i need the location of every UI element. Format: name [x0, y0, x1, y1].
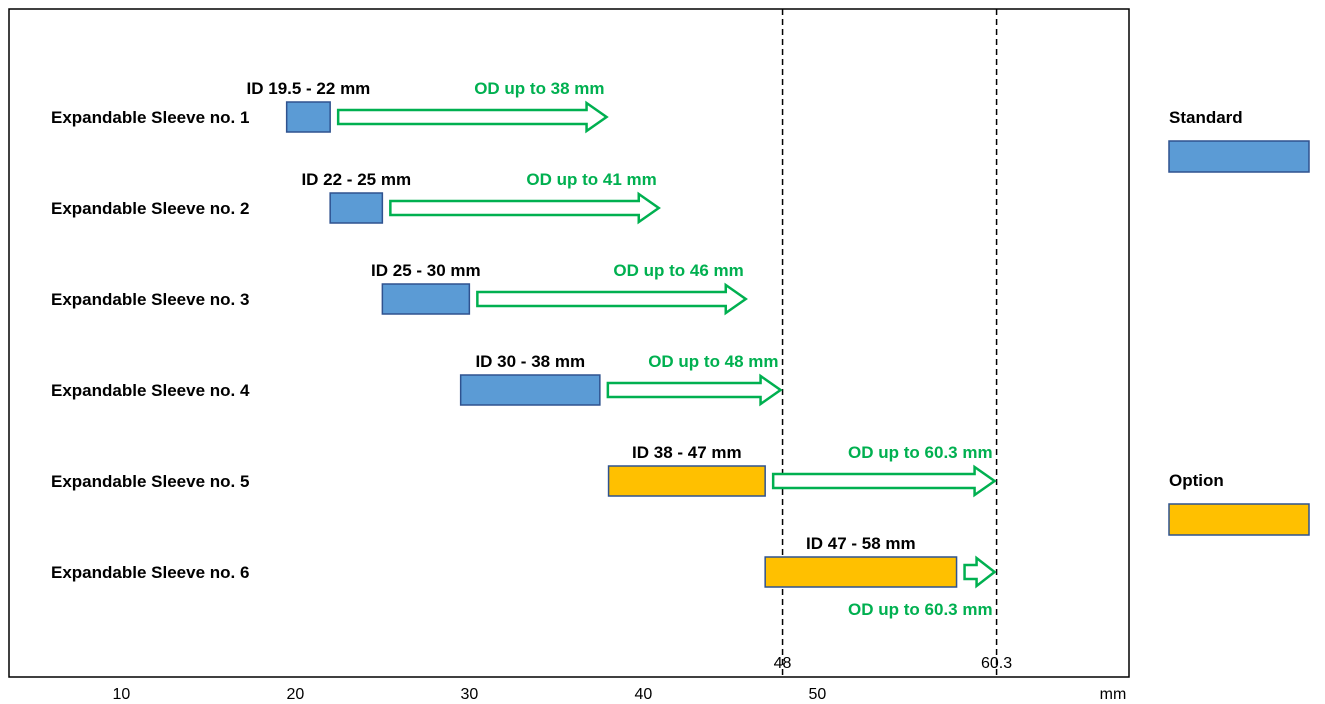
- x-tick-label: 20: [286, 686, 304, 703]
- id-range-bar: [764, 556, 958, 588]
- sleeve-row: Expandable Sleeve no. 6 ID 47 - 58 mm OD u…: [51, 534, 997, 619]
- od-arrow: [476, 282, 748, 316]
- od-arrow: [771, 464, 997, 498]
- sleeve-row: Expandable Sleeve no. 5 ID 38 - 47 mm OD u…: [51, 443, 997, 498]
- id-range-label: ID 22 - 25 mm: [301, 170, 411, 189]
- x-tick-label: 40: [634, 686, 652, 703]
- sleeve-row-label: Expandable Sleeve no. 5: [51, 472, 249, 491]
- reference-line-label: 48: [774, 655, 792, 672]
- id-range-bar: [329, 192, 384, 224]
- od-label: OD up to 60.3 mm: [848, 600, 993, 619]
- sleeve-row-label: Expandable Sleeve no. 1: [51, 108, 249, 127]
- id-range-label: ID 19.5 - 22 mm: [247, 79, 371, 98]
- od-label: OD up to 38 mm: [474, 79, 604, 98]
- id-range-label: ID 38 - 47 mm: [632, 443, 742, 462]
- sleeve-row-label: Expandable Sleeve no. 6: [51, 563, 249, 582]
- od-label: OD up to 41 mm: [526, 170, 656, 189]
- x-axis-ticks: 10 20 30 40 50: [112, 686, 826, 703]
- od-arrow: [963, 555, 997, 589]
- legend-item: Standard: [1168, 108, 1310, 173]
- sleeve-row: Expandable Sleeve no. 1 ID 19.5 - 22 mm OD…: [51, 79, 609, 134]
- id-range-label: ID 30 - 38 mm: [475, 352, 585, 371]
- legend-swatch: [1168, 140, 1310, 173]
- od-arrow: [336, 100, 609, 134]
- od-arrow: [389, 191, 661, 225]
- id-range-bar: [381, 283, 471, 315]
- legend: Standard Option: [1168, 108, 1310, 536]
- sleeve-row: Expandable Sleeve no. 3 ID 25 - 30 mm OD u…: [51, 261, 748, 316]
- x-axis-title: mm: [1100, 686, 1127, 703]
- x-tick-label: 50: [808, 686, 826, 703]
- legend-label: Standard: [1169, 108, 1243, 127]
- id-range-bar: [607, 465, 766, 497]
- od-label: OD up to 48 mm: [648, 352, 778, 371]
- x-tick-label: 30: [460, 686, 478, 703]
- od-label: OD up to 60.3 mm: [848, 443, 993, 462]
- id-range-bar: [285, 101, 331, 133]
- reference-lines: 48 60.3: [774, 9, 1012, 677]
- od-arrow: [606, 373, 783, 407]
- legend-swatch: [1168, 503, 1310, 536]
- id-range-bar: [459, 374, 601, 406]
- reference-line-label: 60.3: [981, 655, 1012, 672]
- sleeve-row-label: Expandable Sleeve no. 3: [51, 290, 249, 309]
- x-tick-label: 10: [112, 686, 130, 703]
- legend-label: Option: [1169, 471, 1224, 490]
- od-label: OD up to 46 mm: [613, 261, 743, 280]
- id-range-label: ID 47 - 58 mm: [806, 534, 916, 553]
- sleeve-rows: Expandable Sleeve no. 1 ID 19.5 - 22 mm OD…: [51, 79, 997, 619]
- legend-item: Option: [1168, 471, 1310, 536]
- sleeve-row-label: Expandable Sleeve no. 2: [51, 199, 249, 218]
- sleeve-row: Expandable Sleeve no. 4 ID 30 - 38 mm OD u…: [51, 352, 783, 407]
- sleeve-row: Expandable Sleeve no. 2 ID 22 - 25 mm OD u…: [51, 170, 661, 225]
- sleeve-row-label: Expandable Sleeve no. 4: [51, 381, 250, 400]
- id-range-label: ID 25 - 30 mm: [371, 261, 481, 280]
